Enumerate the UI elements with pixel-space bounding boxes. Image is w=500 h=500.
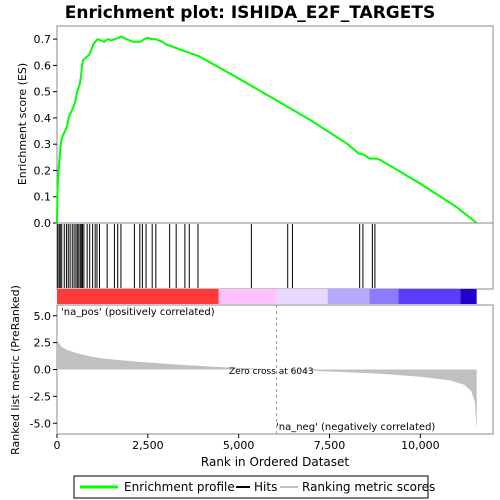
rank-x-tick-label: 2,500 xyxy=(132,439,164,452)
rank-x-axis: 0 2,500 5,000 7,500 10,000 xyxy=(54,434,440,452)
es-y-tick-label: 0.2 xyxy=(34,164,52,177)
es-y-tick-label: 0.1 xyxy=(34,191,52,204)
rank-x-axis-label: Rank in Ordered Dataset xyxy=(201,455,349,469)
es-y-tick-label: 0.0 xyxy=(34,217,52,230)
rank-y-tick-label: -2.5 xyxy=(30,390,51,403)
rank-y-axis: 5.0 2.5 0.0 -2.5 -5.0 xyxy=(30,310,57,430)
rank-y-tick-label: 2.5 xyxy=(34,337,52,350)
es-y-tick-label: 0.6 xyxy=(34,59,52,72)
heat-bar-segment xyxy=(218,289,277,304)
zero-cross-label: Zero cross at 6043 xyxy=(229,367,314,377)
rank-y-axis-label: Ranked list metric (PreRanked) xyxy=(9,285,22,455)
legend-box xyxy=(73,475,429,499)
heat-bar-segment xyxy=(57,289,219,304)
heat-bar-segment xyxy=(369,289,399,304)
legend-label-hits: Hits xyxy=(254,480,277,494)
ranking-heat-bar xyxy=(57,289,477,304)
negative-correlation-label: 'na_neg' (negatively correlated) xyxy=(276,422,435,433)
es-panel: 0.0 0.1 0.2 0.3 0.4 0.5 0.6 0.7 Enrichment scor… xyxy=(16,25,494,230)
es-y-axis: 0.0 0.1 0.2 0.3 0.4 0.5 0.6 0.7 xyxy=(34,33,57,230)
es-plot-frame xyxy=(56,25,494,224)
rank-x-tick-label: 10,000 xyxy=(401,439,440,452)
hits-panel xyxy=(56,222,494,290)
hit-lines xyxy=(57,224,376,288)
es-y-tick-label: 0.3 xyxy=(34,138,52,151)
es-y-axis-label: Enrichment score (ES) xyxy=(16,63,29,185)
heat-bar-segment xyxy=(460,289,477,304)
legend: Enrichment profile Hits Ranking metric s… xyxy=(73,475,435,499)
rank-metric-panel: 5.0 2.5 0.0 -2.5 -5.0 0 2,500 5,000 7,500 10,000… xyxy=(9,285,494,469)
chart-title: Enrichment plot: ISHIDA_E2F_TARGETS xyxy=(65,3,435,23)
heat-bar-segment xyxy=(398,289,461,304)
heat-bar-segment xyxy=(327,289,370,304)
heat-bar-segment xyxy=(276,289,328,304)
enrichment-profile-line xyxy=(56,35,478,224)
es-y-tick-label: 0.7 xyxy=(34,33,52,46)
hits-frame xyxy=(56,222,494,290)
positive-correlation-label: 'na_pos' (positively correlated) xyxy=(61,307,215,318)
es-y-tick-label: 0.5 xyxy=(34,86,52,99)
rank-x-tick-label: 5,000 xyxy=(223,439,255,452)
rank-y-tick-label: -5.0 xyxy=(30,417,51,430)
legend-label-enrichment-profile: Enrichment profile xyxy=(124,480,235,494)
rank-y-tick-label: 5.0 xyxy=(34,310,52,323)
rank-x-tick-label: 0 xyxy=(54,439,61,452)
es-y-tick-label: 0.4 xyxy=(34,112,52,125)
legend-label-ranking-metric: Ranking metric scores xyxy=(302,480,435,494)
rank-y-tick-label: 0.0 xyxy=(34,364,52,377)
rank-x-tick-label: 7,500 xyxy=(314,439,346,452)
